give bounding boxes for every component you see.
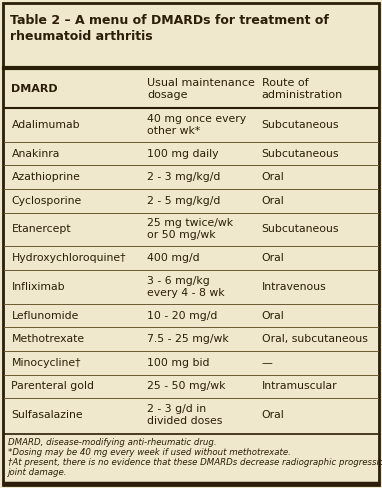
Text: Usual maintenance
dosage: Usual maintenance dosage: [147, 78, 255, 100]
Text: Sulfasalazine: Sulfasalazine: [11, 410, 83, 420]
Text: 100 mg bid: 100 mg bid: [147, 358, 210, 368]
Text: Etanercept: Etanercept: [11, 224, 71, 235]
Text: 3 - 6 mg/kg
every 4 - 8 wk: 3 - 6 mg/kg every 4 - 8 wk: [147, 276, 225, 298]
Text: 2 - 3 g/d in
divided doses: 2 - 3 g/d in divided doses: [147, 404, 222, 426]
Text: 40 mg once every
other wk*: 40 mg once every other wk*: [147, 114, 246, 136]
Text: Subcutaneous: Subcutaneous: [262, 120, 339, 130]
Text: Subcutaneous: Subcutaneous: [262, 148, 339, 159]
Text: 25 - 50 mg/wk: 25 - 50 mg/wk: [147, 382, 225, 391]
Text: Oral: Oral: [262, 410, 285, 420]
Text: 25 mg twice/wk
or 50 mg/wk: 25 mg twice/wk or 50 mg/wk: [147, 219, 233, 241]
Text: Intravenous: Intravenous: [262, 282, 327, 292]
Text: joint damage.: joint damage.: [8, 468, 68, 477]
Text: 7.5 - 25 mg/wk: 7.5 - 25 mg/wk: [147, 334, 229, 344]
Text: 10 - 20 mg/d: 10 - 20 mg/d: [147, 310, 217, 321]
Text: †At present, there is no evidence that these DMARDs decrease radiographic progre: †At present, there is no evidence that t…: [8, 458, 382, 467]
Text: DMARD: DMARD: [11, 84, 58, 94]
Text: Oral: Oral: [262, 172, 285, 182]
Text: Oral: Oral: [262, 196, 285, 206]
Text: Azathioprine: Azathioprine: [11, 172, 80, 182]
Text: Minocycline†: Minocycline†: [11, 358, 81, 368]
Text: 2 - 3 mg/kg/d: 2 - 3 mg/kg/d: [147, 172, 220, 182]
Text: Oral: Oral: [262, 310, 285, 321]
Text: Cyclosporine: Cyclosporine: [11, 196, 82, 206]
Text: Intramuscular: Intramuscular: [262, 382, 337, 391]
Text: *Dosing may be 40 mg every week if used without methotrexate.: *Dosing may be 40 mg every week if used …: [8, 448, 291, 457]
Text: Infliximab: Infliximab: [11, 282, 65, 292]
Text: Subcutaneous: Subcutaneous: [262, 224, 339, 235]
Text: Methotrexate: Methotrexate: [11, 334, 84, 344]
Text: Oral: Oral: [262, 253, 285, 263]
Text: —: —: [262, 358, 272, 368]
Text: rheumatoid arthritis: rheumatoid arthritis: [10, 30, 153, 43]
Text: Leflunomide: Leflunomide: [11, 310, 79, 321]
Text: DMARD, disease-modifying anti-rheumatic drug.: DMARD, disease-modifying anti-rheumatic …: [8, 438, 217, 447]
Text: Adalimumab: Adalimumab: [11, 120, 80, 130]
Text: Anakinra: Anakinra: [11, 148, 60, 159]
Text: 100 mg daily: 100 mg daily: [147, 148, 219, 159]
Text: Hydroxychloroquine†: Hydroxychloroquine†: [11, 253, 126, 263]
Text: 400 mg/d: 400 mg/d: [147, 253, 200, 263]
Text: 2 - 5 mg/kg/d: 2 - 5 mg/kg/d: [147, 196, 220, 206]
Text: Oral, subcutaneous: Oral, subcutaneous: [262, 334, 367, 344]
Text: Parenteral gold: Parenteral gold: [11, 382, 94, 391]
Text: Table 2 – A menu of DMARDs for treatment of: Table 2 – A menu of DMARDs for treatment…: [10, 14, 329, 27]
Text: Route of
administration: Route of administration: [262, 78, 343, 100]
